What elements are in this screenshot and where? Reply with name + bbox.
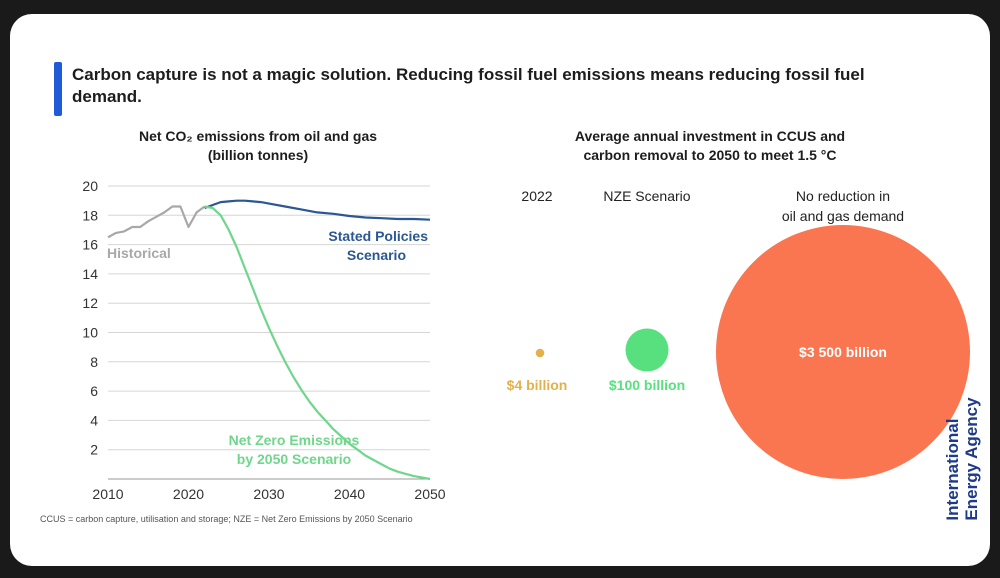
y-tick-label: 8 [90, 354, 98, 370]
stated-policies-label: Scenario [347, 247, 406, 263]
historical-series-line [107, 205, 206, 239]
bubble [535, 348, 545, 358]
category-label: oil and gas demand [782, 208, 904, 224]
y-tick-label: 12 [82, 295, 98, 311]
x-tick-label: 2050 [414, 486, 445, 502]
y-tick-label: 2 [90, 442, 98, 458]
x-tick-label: 2040 [334, 486, 365, 502]
line-chart-title: Net CO₂ emissions from oil and gas (bill… [100, 127, 416, 165]
iea-logo-line2: Energy Agency [962, 397, 981, 521]
stated-policies-label: Stated Policies [328, 228, 428, 244]
category-label: NZE Scenario [603, 188, 690, 204]
category-label: 2022 [521, 188, 552, 204]
bubble-value-label: $100 billion [609, 377, 685, 393]
x-tick-label: 2030 [253, 486, 284, 502]
x-tick-label: 2010 [92, 486, 123, 502]
y-tick-label: 14 [82, 266, 98, 282]
nze-series-line [204, 205, 431, 481]
y-tick-label: 16 [82, 237, 98, 253]
y-tick-label: 10 [82, 325, 98, 341]
bubble-chart-title-line1: Average annual investment in CCUS and [574, 128, 846, 144]
bubble [716, 225, 970, 479]
bubble-value-label: $4 billion [507, 377, 568, 393]
line-chart: 2 4 6 8 10 12 14 16 18 20 2010 2020 2030 2040 2050 Hist… [82, 178, 445, 502]
iea-logo-line1: International [943, 418, 962, 521]
bubble-value-label: $3 500 billion [799, 344, 887, 360]
chart-card: Carbon capture is not a magic solution. … [10, 14, 990, 566]
line-chart-subtitle: (billion tonnes) [207, 147, 309, 163]
y-tick-label: 4 [90, 412, 98, 428]
category-label: No reduction in [796, 188, 890, 204]
historical-label: Historical [107, 245, 171, 261]
nze-label: Net Zero Emissions [229, 432, 360, 448]
bubble [625, 328, 669, 372]
bubble-chart-title: Average annual investment in CCUS and ca… [530, 127, 890, 165]
footnote: CCUS = carbon capture, utilisation and s… [40, 514, 413, 524]
x-tick-label: 2020 [173, 486, 204, 502]
y-tick-label: 18 [82, 207, 98, 223]
nze-label: by 2050 Scenario [237, 451, 351, 467]
bubble-chart: 2022 NZE Scenario No reduction in oil and g… [507, 188, 970, 479]
line-chart-title-text: Net CO₂ emissions from oil and gas [138, 128, 378, 144]
stated-policies-series-line [204, 199, 431, 221]
headline: Carbon capture is not a magic solution. … [72, 65, 865, 106]
iea-logo: International Energy Agency [943, 397, 981, 520]
y-tick-label: 20 [82, 178, 98, 194]
y-tick-label: 6 [90, 383, 98, 399]
bubble-chart-title-line2: carbon removal to 2050 to meet 1.5 °C [583, 147, 837, 163]
headline-accent-bar [54, 62, 62, 116]
